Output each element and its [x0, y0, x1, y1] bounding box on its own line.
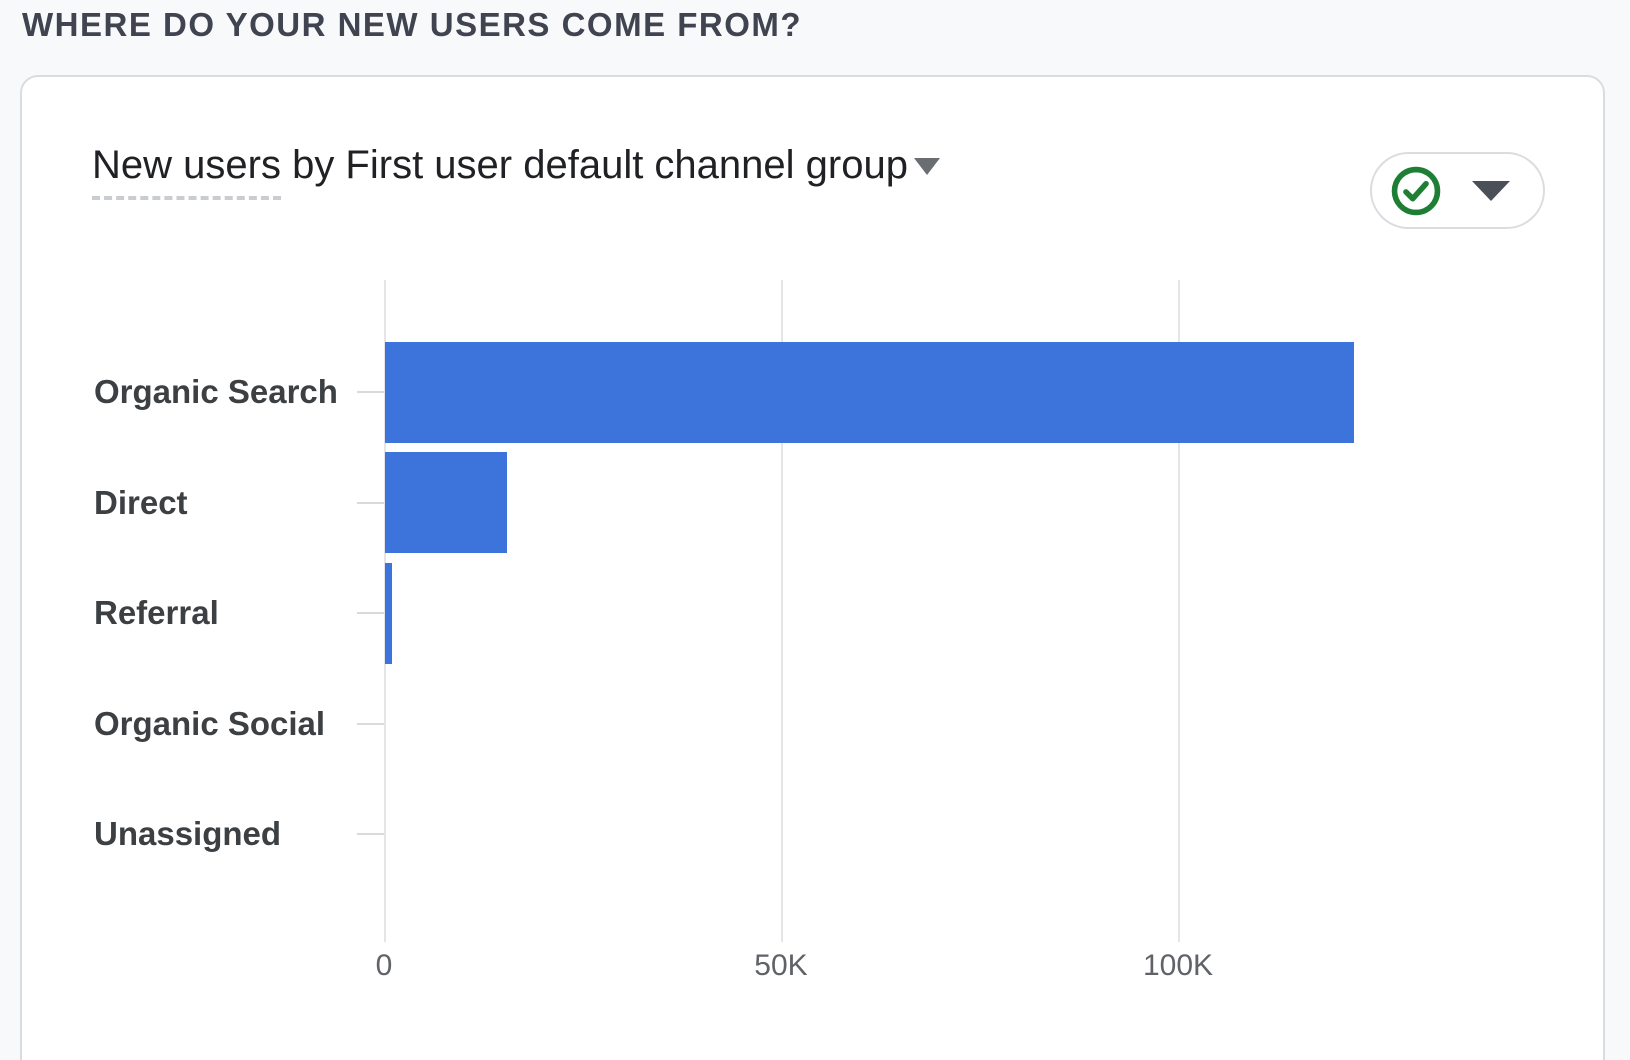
x-axis-tick-label: 0 [375, 949, 393, 982]
bar-organic-search[interactable] [385, 341, 1354, 443]
section-header: WHERE DO YOUR NEW USERS COME FROM? [22, 6, 803, 43]
category-tick [357, 833, 384, 835]
category-tick [357, 612, 384, 614]
x-axis-tick-label: 100K [1142, 949, 1214, 982]
bar-direct[interactable] [385, 452, 508, 553]
gridline [781, 280, 783, 942]
bar-referral[interactable] [385, 562, 393, 664]
bar-chart: 0 50K 100K Organic Search Direct Referral Orga… [22, 77, 1603, 1060]
category-tick [357, 501, 384, 504]
triangle-down-icon[interactable] [913, 158, 940, 175]
category-label: Unassigned [94, 815, 282, 852]
category-label: Direct [94, 483, 188, 521]
category-label: Referral [94, 594, 219, 631]
metric-name[interactable]: New users [92, 143, 281, 200]
x-axis-tick-label: 50K [754, 949, 808, 982]
category-tick [357, 391, 384, 393]
category-tick [357, 722, 384, 725]
category-label: Organic Social [94, 704, 326, 742]
category-label: Organic Search [94, 373, 338, 410]
chevron-down-icon [1472, 180, 1510, 201]
metric-selector[interactable]: New users by First user default channel … [92, 143, 940, 200]
metric-dimension: by First user default channel group [280, 143, 908, 187]
check-circle-icon [1391, 166, 1441, 215]
gridline [1178, 280, 1180, 942]
data-quality-button[interactable] [1370, 152, 1545, 229]
report-card: New users by First user default channel … [20, 75, 1605, 1060]
